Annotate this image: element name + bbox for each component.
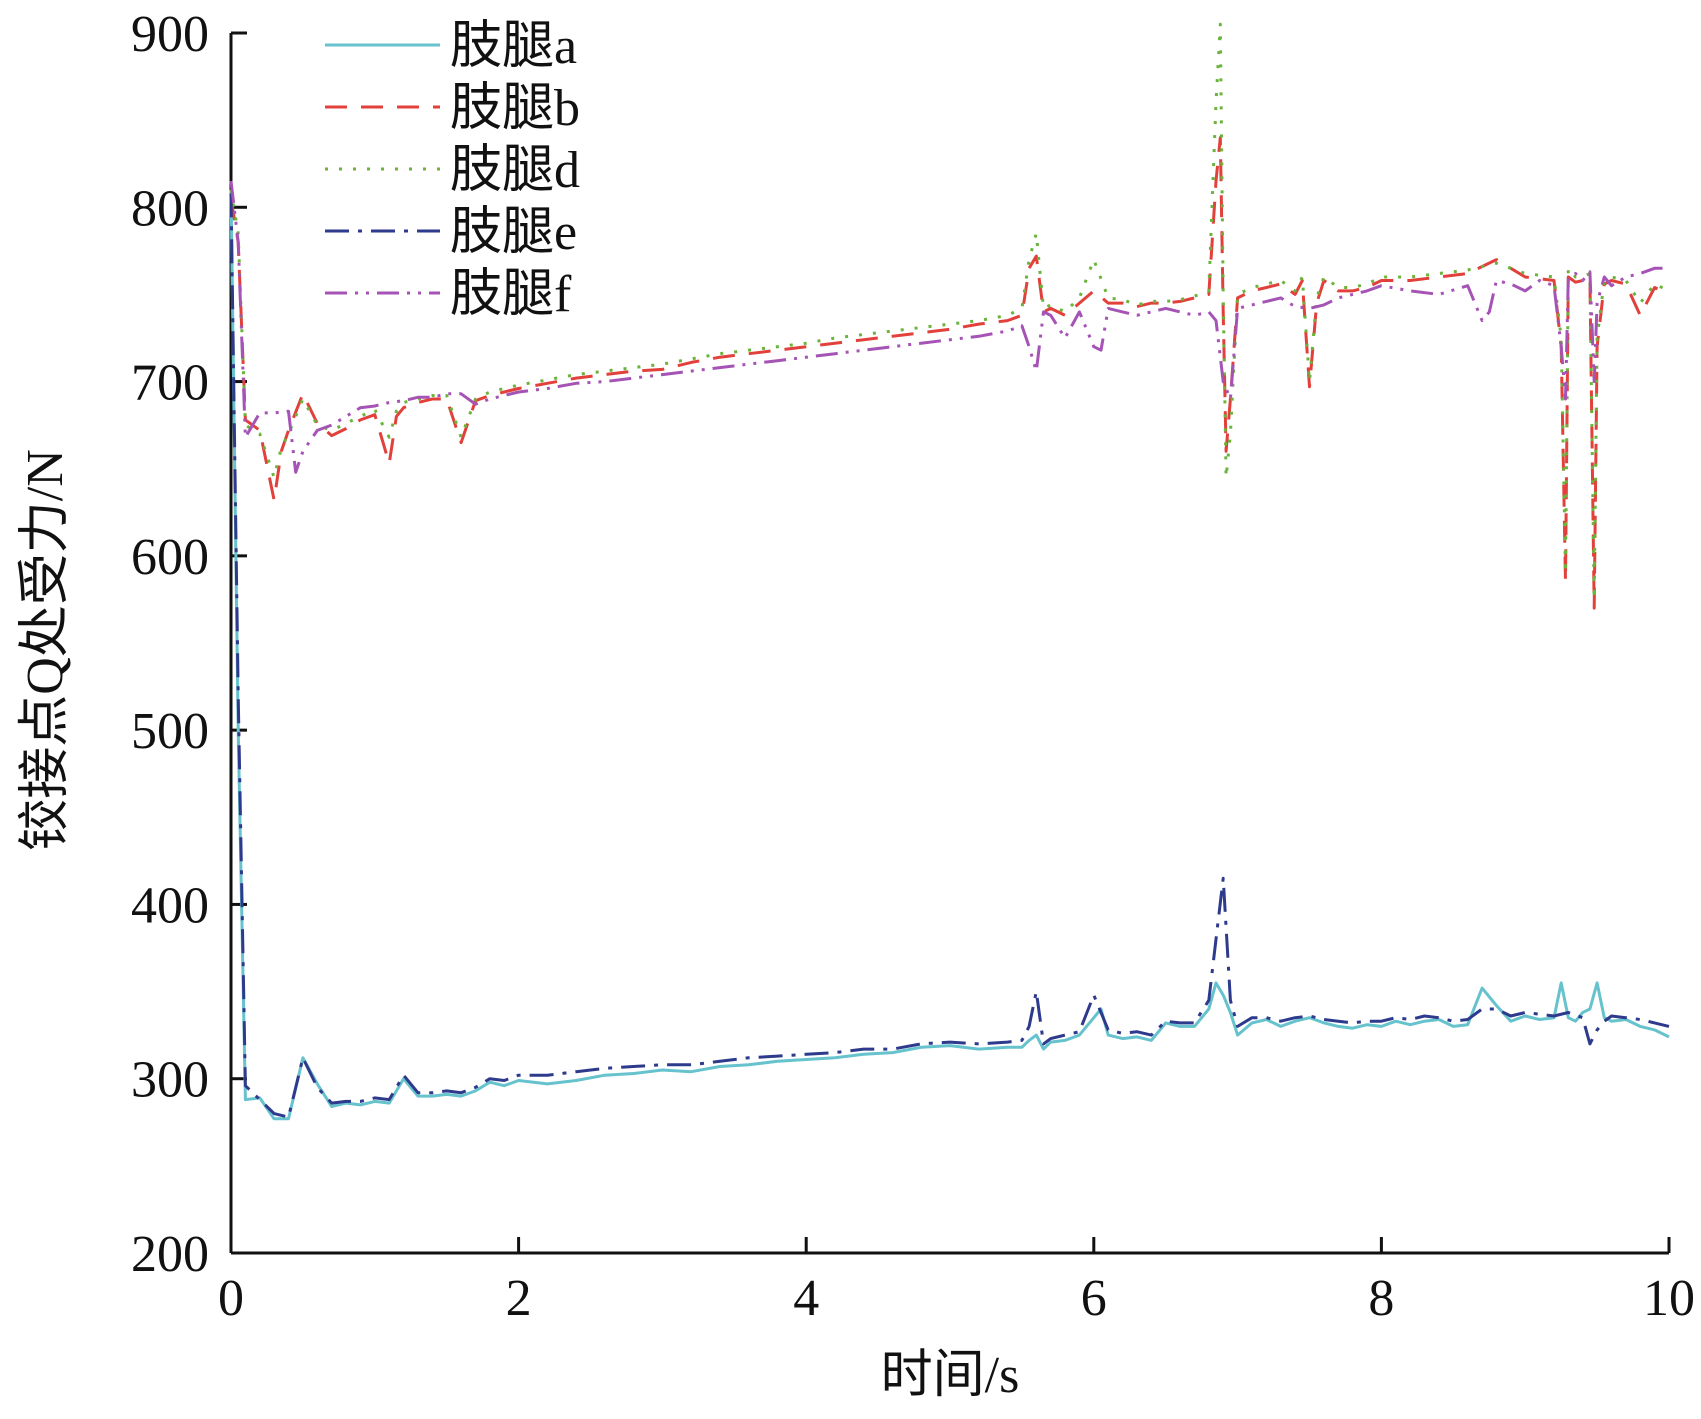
y-tick-label: 700 [131,355,209,412]
series-lines [229,22,1670,1121]
x-tick-label: 2 [506,1270,532,1327]
legend-label: 肢腿d [450,142,580,199]
x-tick-label: 6 [1081,1270,1107,1327]
legend-label: 肢腿b [450,80,580,137]
x-tick-label: 4 [793,1270,819,1327]
y-tick-label: 300 [131,1052,209,1109]
series-line-5 [229,180,1669,474]
y-axis-title: 铰接点Q处受力/N [17,449,74,851]
series-line-4 [229,193,1670,1119]
y-tick-label: 600 [131,529,209,586]
y-tick-label: 400 [131,877,209,934]
y-tick-label: 800 [131,180,209,237]
x-tick-label: 8 [1368,1270,1394,1327]
y-tick-label: 500 [131,703,209,760]
legend-label: 肢腿a [450,18,577,75]
series-line-1 [229,189,1670,1121]
axes [229,33,1669,1255]
x-tick-label: 10 [1643,1270,1695,1327]
ticks: 0 2 4 6 8 10 200 300 400 500 600 700 800 900 [131,6,1695,1327]
x-tick-label: 0 [218,1270,244,1327]
legend-label: 肢腿f [450,266,572,323]
y-tick-label: 900 [131,6,209,63]
x-axis-title: 时间/s [881,1347,1020,1404]
series-line-2 [229,136,1670,610]
legend-label: 肢腿e [450,204,577,261]
y-tick-label: 200 [131,1226,209,1283]
series-line-3 [229,22,1670,601]
